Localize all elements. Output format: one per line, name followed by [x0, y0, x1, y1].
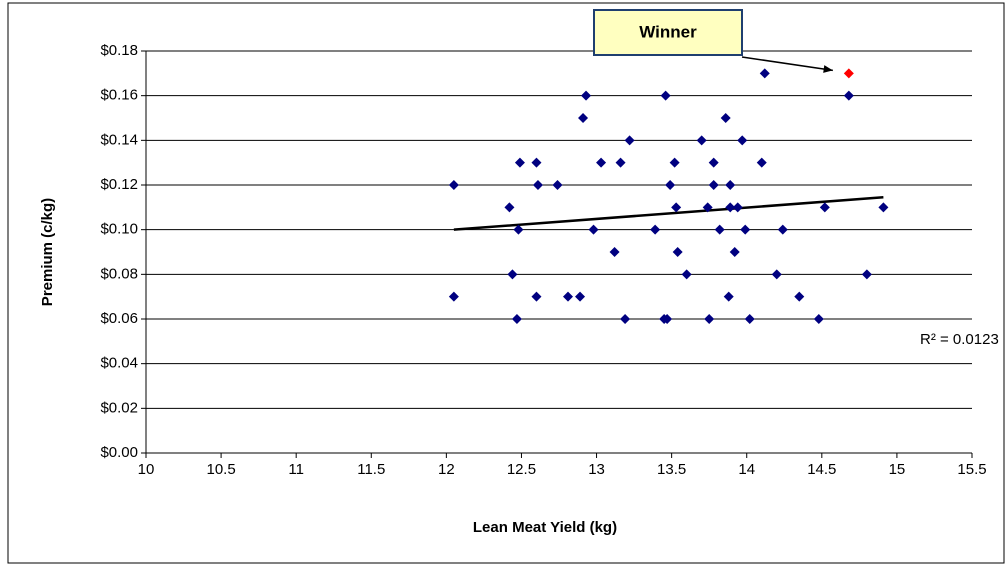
point — [843, 90, 854, 101]
y-tick-label: $0.02 — [100, 399, 138, 416]
x-tick-label: 11.5 — [357, 461, 385, 478]
point — [771, 269, 782, 280]
point — [448, 180, 459, 190]
point — [531, 291, 542, 302]
x-tick-label: 10 — [138, 461, 155, 478]
point — [513, 224, 524, 235]
point — [596, 157, 607, 168]
point — [794, 291, 805, 302]
point — [744, 314, 755, 324]
y-tick-label: $0.12 — [100, 176, 138, 193]
point — [696, 135, 707, 146]
point — [662, 314, 673, 324]
x-tick-label: 13.5 — [657, 461, 686, 478]
point — [514, 157, 525, 168]
x-axis-title: Lean Meat Yield (kg) — [473, 519, 617, 536]
point — [531, 157, 542, 168]
point — [725, 180, 736, 190]
point — [575, 291, 586, 302]
point — [448, 291, 459, 302]
point — [660, 90, 671, 101]
point — [708, 157, 719, 168]
point — [620, 314, 631, 324]
point — [708, 180, 719, 190]
point — [759, 68, 770, 79]
point — [819, 202, 830, 213]
y-tick-label: $0.10 — [100, 221, 138, 238]
r-squared-label: R² = 0.0123 — [920, 331, 999, 348]
point — [777, 224, 788, 235]
point — [615, 157, 626, 168]
point — [702, 202, 713, 213]
y-tick-label: $0.04 — [100, 355, 138, 372]
x-tick-label: 14 — [738, 461, 755, 478]
point — [609, 247, 620, 257]
point — [650, 224, 661, 235]
point — [843, 68, 854, 79]
point — [704, 314, 715, 324]
x-tick-label: 13 — [588, 461, 605, 478]
point — [507, 269, 518, 280]
annotation-box — [593, 9, 743, 56]
y-tick-label: $0.14 — [100, 131, 138, 148]
x-tick-label: 12.5 — [507, 461, 536, 478]
annotation-text: Winner — [639, 22, 697, 41]
point — [504, 202, 515, 213]
x-tick-label: 14.5 — [807, 461, 836, 478]
point — [737, 135, 748, 146]
point — [861, 269, 872, 280]
y-tick-label: $0.00 — [100, 444, 138, 461]
point — [552, 180, 563, 190]
point — [740, 224, 751, 235]
point — [813, 314, 824, 324]
point — [563, 291, 574, 302]
y-tick-label: $0.18 — [100, 42, 138, 59]
point — [581, 90, 592, 101]
point — [729, 247, 740, 257]
point — [878, 202, 889, 213]
point — [732, 202, 743, 213]
x-tick-label: 15.5 — [957, 461, 986, 478]
point — [723, 291, 734, 302]
y-tick-label: $0.16 — [100, 87, 138, 104]
y-axis-title: Premium (c/kg) — [39, 198, 56, 306]
point — [665, 180, 676, 190]
y-tick-label: $0.06 — [100, 310, 138, 327]
point — [756, 157, 767, 168]
x-tick-label: 11 — [288, 461, 304, 478]
point — [681, 269, 692, 280]
chart-border — [7, 2, 1005, 564]
x-tick-label: 12 — [438, 461, 455, 478]
arrow-head — [823, 65, 833, 73]
point — [624, 135, 635, 146]
x-tick-label: 15 — [889, 461, 906, 478]
point — [725, 202, 736, 213]
point — [720, 113, 731, 123]
trendline — [453, 196, 884, 231]
point — [671, 202, 682, 213]
y-tick-label: $0.08 — [100, 265, 138, 282]
point — [714, 224, 725, 235]
point — [532, 180, 543, 190]
x-tick-label: 10.5 — [206, 461, 235, 478]
annotation-arrow — [741, 56, 833, 72]
point — [511, 314, 522, 324]
point — [672, 247, 683, 257]
point — [578, 113, 589, 123]
point — [588, 224, 599, 235]
point — [669, 157, 680, 168]
